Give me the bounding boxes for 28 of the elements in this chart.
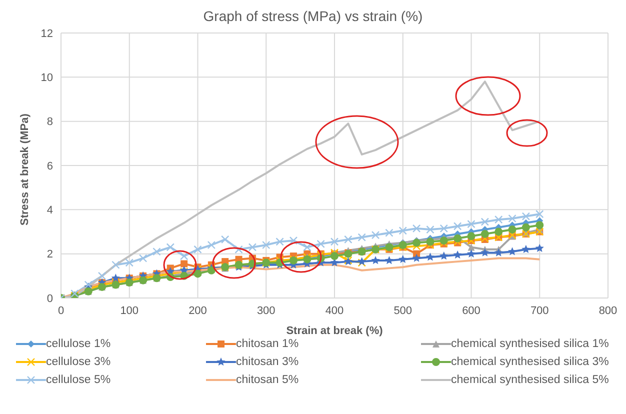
y-tick-label: 6	[46, 160, 53, 172]
legend-label: chemical synthesised silica 1%	[451, 338, 609, 350]
x-tick-label: 0	[58, 304, 64, 317]
legend-label: cellulose 1%	[46, 338, 111, 350]
x-tick-label: 200	[188, 304, 207, 317]
y-tick-label: 8	[46, 116, 53, 128]
legend-label: cellulose 3%	[46, 356, 111, 368]
legend-label: chitosan 5%	[236, 374, 299, 386]
x-tick-label: 700	[530, 304, 549, 317]
y-tick-label: 12	[40, 28, 53, 40]
legend-label: chitosan 3%	[236, 356, 299, 368]
y-axis-title: Stress at break (MPa)	[18, 113, 31, 226]
y-tick-label: 10	[40, 72, 53, 84]
x-tick-label: 400	[325, 304, 344, 317]
legend-label: chitosan 1%	[236, 338, 299, 350]
legend-label: chemical synthesised silica 5%	[451, 374, 609, 386]
x-tick-label: 300	[256, 304, 276, 317]
legend-label: chemical synthesised silica 3%	[451, 356, 609, 368]
legend-label: cellulose 5%	[46, 374, 111, 386]
y-tick-label: 4	[46, 204, 53, 217]
y-tick-label: 0	[46, 292, 53, 305]
x-tick-label: 100	[120, 304, 139, 317]
x-tick-label: 500	[394, 304, 412, 317]
y-tick-label: 2	[46, 248, 53, 261]
x-axis-title: Strain at break (%)	[286, 325, 384, 337]
x-tick-label: 800	[598, 304, 618, 317]
chart-title: Graph of stress (MPa) vs strain (%)	[202, 8, 424, 25]
x-tick-label: 600	[462, 304, 480, 317]
